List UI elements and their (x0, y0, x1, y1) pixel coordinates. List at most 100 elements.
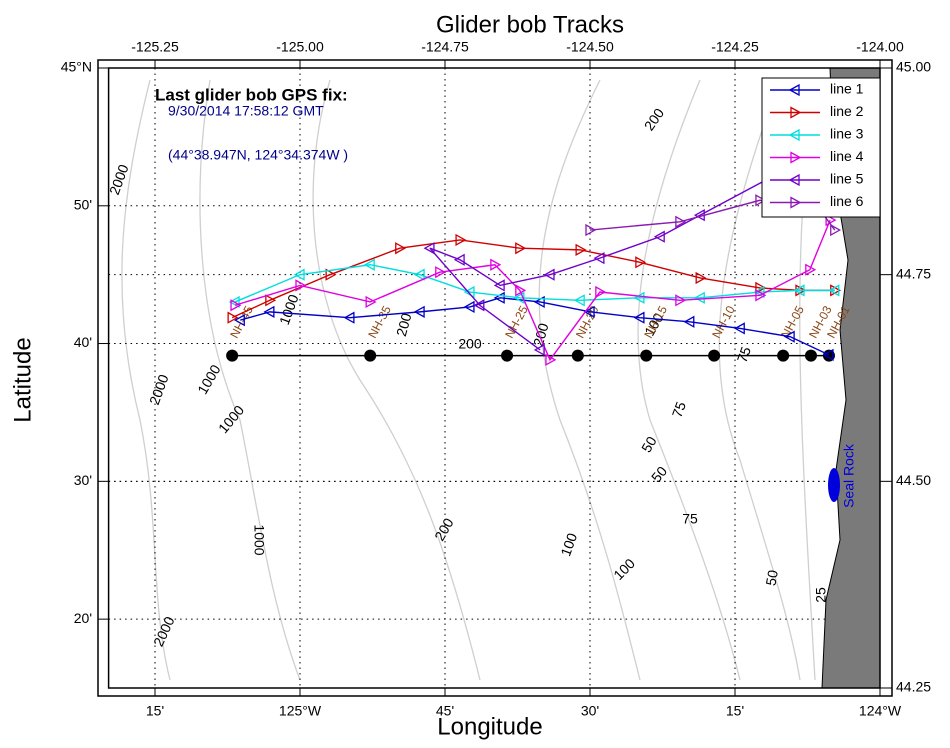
x-tick-label: 124°W (859, 703, 902, 719)
contour-line (199, 79, 301, 681)
station (571, 349, 584, 362)
legend-marker (788, 173, 800, 187)
track-line (240, 297, 830, 356)
track-marker (263, 305, 275, 318)
track-marker (265, 294, 277, 307)
y-tick-label: 20' (74, 610, 92, 626)
contour-label: 75 (734, 344, 754, 364)
station (708, 349, 721, 362)
legend-label: line 1 (830, 81, 864, 97)
track-marker (513, 291, 525, 304)
y-axis-title: Latitude (9, 337, 36, 422)
map-frame (107, 67, 881, 689)
y-tick-label: 44.75 (896, 265, 931, 281)
contour-label: 2000 (150, 614, 178, 649)
track-marker (733, 322, 745, 335)
track-marker (755, 194, 767, 207)
legend-label: line 6 (830, 193, 864, 209)
track-marker (675, 215, 687, 228)
track-marker (595, 285, 607, 299)
y-tick-label: 44.25 (896, 679, 931, 695)
track-marker (533, 295, 545, 309)
track-marker (828, 284, 840, 297)
track-marker (675, 294, 687, 307)
y-tick-label: 45.00 (896, 59, 931, 75)
track-marker (822, 348, 834, 361)
contour-label: 100 (610, 555, 638, 583)
legend-marker (788, 83, 800, 97)
annotation: Seal Rock (841, 443, 857, 508)
y-tick-label: 40' (74, 334, 92, 350)
track-marker (830, 223, 842, 237)
grid (108, 68, 880, 688)
track-marker (423, 242, 435, 255)
track-marker (755, 289, 767, 302)
contour-label: 50 (762, 569, 780, 587)
track-marker (473, 299, 485, 312)
contour-label: 1000 (276, 292, 302, 327)
outer-frame (97, 59, 893, 697)
track-line (231, 239, 835, 319)
track-marker (695, 271, 707, 285)
station (501, 349, 514, 362)
x-tick-label: -124.25 (711, 39, 759, 55)
track-marker (295, 279, 307, 292)
annotation: Last glider bob GPS fix: (155, 85, 348, 104)
x-tick-label: -124.75 (421, 39, 469, 55)
track-marker (633, 291, 645, 304)
contour-label: 1000 (194, 362, 224, 397)
contour-label: 200 (641, 105, 668, 133)
track-marker (435, 266, 447, 279)
track-marker (455, 233, 467, 247)
x-tick-label: -124.50 (566, 39, 614, 55)
legend-label: line 5 (830, 171, 864, 187)
station (640, 349, 653, 362)
track-marker (533, 343, 545, 356)
legend-box (761, 77, 881, 218)
track-marker (755, 281, 767, 294)
x-tick-label: 125°W (279, 703, 322, 719)
contour-line (637, 79, 741, 681)
track-marker (293, 268, 305, 281)
contour-label: 75 (682, 511, 698, 527)
x-tick-label: 30' (581, 703, 599, 719)
contour-line (312, 79, 481, 681)
track-marker (463, 300, 475, 314)
annotation: 9/30/2014 17:58:12 GMT (168, 103, 324, 119)
legend-marker (790, 196, 802, 209)
track-marker (230, 299, 242, 312)
track-marker (413, 268, 425, 281)
bathymetry (121, 79, 816, 681)
track-marker (228, 295, 240, 309)
annotation: (44°38.947N, 124°34.374W ) (168, 147, 348, 163)
x-tick-label: 15' (146, 703, 164, 719)
track-marker (233, 314, 245, 327)
x-tick-label: -125.25 (131, 39, 179, 55)
x-tick-label: -125.00 (276, 39, 324, 55)
contour-label: 2000 (146, 372, 172, 407)
legend-label: line 2 (830, 103, 864, 119)
station (364, 349, 377, 362)
contour-label: 75 (669, 399, 689, 419)
track-marker (635, 256, 647, 269)
station-label: NH-35 (365, 303, 394, 340)
contour-label: 50 (638, 433, 660, 455)
track-marker (325, 268, 337, 281)
contour-label: 200 (393, 311, 415, 338)
station-label: NH-10 (709, 303, 738, 340)
y-tick-label: 30' (74, 472, 92, 488)
x-tick-label: 15' (726, 703, 744, 719)
contour-line (718, 79, 801, 681)
track-marker (633, 311, 645, 324)
contour-label: 25 (813, 587, 829, 603)
x-tick-label: -124.00 (856, 39, 904, 55)
track-marker (490, 258, 502, 271)
station (777, 349, 790, 362)
track-marker (583, 305, 595, 318)
track-marker (365, 295, 377, 309)
track-marker (515, 242, 527, 255)
track-marker (575, 243, 587, 256)
contour-label: 50 (648, 463, 670, 485)
y-tick-label: 44.50 (896, 472, 931, 488)
